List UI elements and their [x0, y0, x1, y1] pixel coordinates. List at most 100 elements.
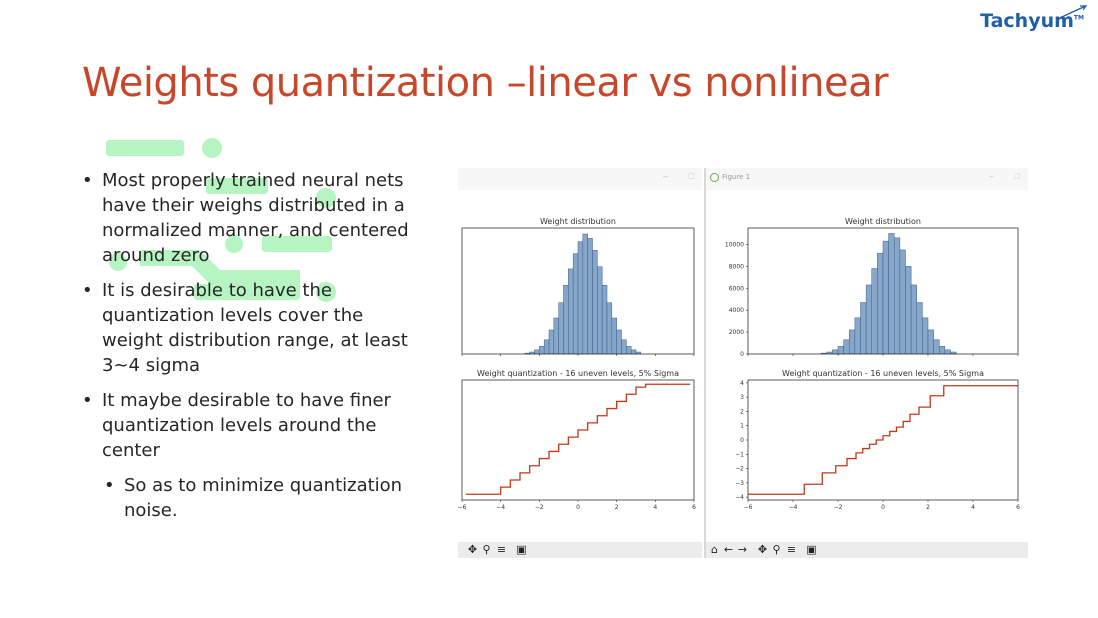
histogram-bar	[601, 285, 608, 355]
slide-title: Weights quantization –linear vs nonlinea…	[82, 60, 889, 106]
histogram-bar	[568, 268, 574, 355]
bullet-item: It maybe desirable to have finer quantiz…	[80, 388, 420, 463]
y-tick-label: 2000	[729, 329, 744, 336]
x-tick-label: −6	[458, 504, 467, 511]
histogram-bar	[837, 346, 844, 355]
histogram-bar	[606, 302, 613, 355]
x-tick-label: 0	[881, 504, 885, 511]
maximize-icon[interactable]: □	[688, 171, 694, 181]
save-icon[interactable]: ▣	[806, 543, 817, 556]
x-tick-label: 2	[926, 504, 930, 511]
home-icon[interactable]: ⌂	[711, 543, 718, 556]
histogram-bar	[563, 285, 569, 355]
x-tick-label: −2	[535, 504, 544, 511]
histogram-bar	[888, 233, 895, 355]
bullet-item: Most properly trained neural nets have t…	[80, 168, 420, 268]
histogram-bar	[539, 346, 545, 355]
histogram-bar	[832, 349, 839, 355]
histogram-bar	[944, 349, 951, 355]
histogram-bar	[905, 266, 912, 355]
histogram-bar	[877, 252, 884, 355]
logo-text: Tachyum	[980, 10, 1074, 32]
y-tick-label: 1	[740, 423, 744, 430]
histogram-bar	[534, 349, 540, 355]
histogram-bar	[626, 346, 632, 355]
histogram-bar	[577, 241, 584, 355]
y-tick-label: −4	[735, 494, 744, 501]
histogram-bar	[933, 339, 940, 355]
histogram-bar	[871, 268, 878, 355]
plot-toolbar: ✥ ⚲ ≡ ▣	[458, 542, 702, 558]
plot-area-linear: Weight distribution Weight quantization -…	[458, 217, 697, 511]
x-tick-label: −2	[834, 504, 843, 511]
sub-bullet-item: So as to minimize quantization noise.	[102, 473, 420, 523]
figure-window-nonlinear: Figure 1 – □ Weight distribution 0 2000 400…	[706, 168, 1028, 558]
x-tick-label: 6	[692, 504, 696, 511]
zoom-icon[interactable]: ⚲	[482, 543, 491, 556]
chart-title: Weight distribution	[540, 217, 616, 226]
chart-title: Weight quantization - 16 uneven levels, …	[477, 369, 679, 378]
histogram-bar	[910, 284, 917, 355]
histogram-bar	[630, 349, 637, 355]
configure-subplots-icon[interactable]: ≡	[496, 543, 507, 556]
plot-canvas: Weight distribution 0 2000 4000 6000 8000 1000…	[706, 190, 1028, 542]
histogram-bar	[927, 329, 934, 355]
x-tick-label: 6	[1016, 504, 1020, 511]
histogram-bar	[922, 317, 929, 355]
save-icon[interactable]: ▣	[516, 543, 527, 556]
window-title-bar: – □	[458, 168, 702, 190]
y-tick-label: 2	[740, 408, 744, 415]
x-tick-label: −6	[744, 504, 753, 511]
histogram-bar	[616, 329, 622, 355]
histogram-bar	[592, 250, 598, 355]
histogram-bar	[621, 339, 627, 355]
histogram-bar	[865, 284, 872, 355]
histogram-bar	[939, 346, 946, 355]
minimize-icon[interactable]: –	[988, 171, 994, 181]
maximize-icon[interactable]: □	[1014, 171, 1020, 181]
histogram-bar	[899, 249, 906, 355]
x-tick-label: 4	[653, 504, 657, 511]
histogram-bar	[597, 266, 603, 355]
window-title: Figure 1	[722, 173, 751, 181]
logo-trademark: TM	[1073, 14, 1084, 22]
histogram-bar	[916, 302, 923, 355]
forward-arrow-icon[interactable]: →	[737, 543, 748, 556]
histogram-bar	[843, 339, 850, 355]
y-tick-label: −3	[735, 480, 744, 487]
y-tick-label: 4	[740, 380, 744, 387]
histogram-bar	[611, 317, 617, 355]
pan-icon[interactable]: ✥	[467, 543, 478, 556]
figure-window-linear: – □ Weight distribution Weight quantizati…	[458, 168, 702, 558]
histogram-bar	[849, 329, 856, 355]
y-tick-label: −2	[735, 466, 744, 473]
x-tick-label: 4	[971, 504, 975, 511]
y-tick-label: 10000	[725, 241, 744, 248]
histogram-bar	[882, 240, 889, 355]
y-tick-label: 3	[740, 394, 744, 401]
quantization-step-line	[748, 385, 1018, 495]
zoom-icon[interactable]: ⚲	[772, 543, 781, 556]
plot-canvas: Weight distribution Weight quantization -…	[458, 190, 702, 542]
y-tick-label: −1	[735, 451, 744, 458]
y-tick-label: 0	[740, 437, 744, 444]
histogram-bar	[558, 302, 564, 355]
y-tick-label: 6000	[729, 285, 744, 292]
histogram-bar	[553, 317, 559, 355]
plot-toolbar: ⌂ ← → ✥ ⚲ ≡ ▣	[706, 542, 1028, 558]
histogram-bar	[854, 317, 861, 355]
minimize-icon[interactable]: –	[662, 171, 668, 181]
histogram-bar	[548, 329, 555, 355]
back-arrow-icon[interactable]: ←	[723, 543, 734, 556]
x-tick-label: 0	[576, 504, 580, 511]
window-divider	[704, 168, 706, 558]
logo-swoosh-icon	[1059, 5, 1088, 19]
histogram-bar	[572, 253, 579, 355]
configure-subplots-icon[interactable]: ≡	[786, 543, 797, 556]
y-tick-label: 0	[740, 351, 744, 358]
bullet-list: Most properly trained neural nets have t…	[80, 168, 420, 523]
axes-frame	[461, 379, 695, 501]
pan-icon[interactable]: ✥	[757, 543, 768, 556]
histogram-bar	[894, 237, 901, 355]
x-tick-label: 2	[615, 504, 619, 511]
